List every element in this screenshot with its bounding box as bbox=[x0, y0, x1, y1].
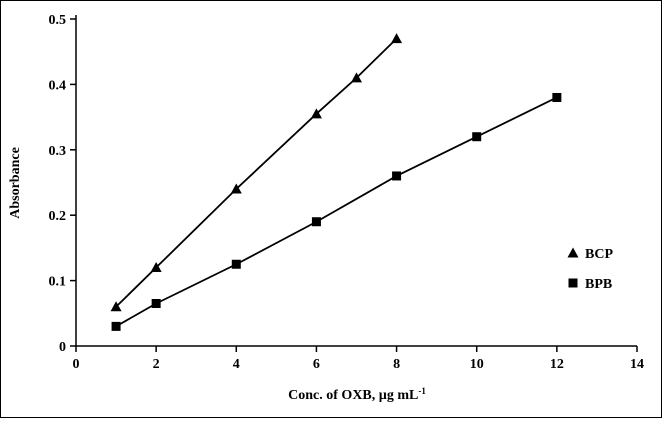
data-point-bpb bbox=[392, 171, 402, 181]
x-tick-label: 12 bbox=[550, 357, 564, 372]
data-point-bcp bbox=[110, 301, 122, 312]
data-point-bcp bbox=[150, 262, 162, 273]
x-tick-label: 6 bbox=[313, 357, 320, 372]
y-axis-title: Absorbance bbox=[8, 147, 23, 219]
legend-label-bpb: BPB bbox=[585, 277, 612, 292]
data-point-bpb bbox=[231, 259, 241, 269]
y-tick-label: 0.3 bbox=[49, 144, 67, 159]
data-point-bpb bbox=[311, 217, 321, 227]
data-point-bcp bbox=[351, 72, 362, 83]
x-tick-label: 0 bbox=[73, 357, 80, 372]
chart-dynamic-layer: 0 2 4 6 8 10 12 14 0 0.1 0.2 0.3 0.4 0.5 BCP BPB bbox=[49, 13, 645, 372]
x-tick-label: 4 bbox=[233, 357, 240, 372]
legend-label-bcp: BCP bbox=[585, 247, 613, 262]
x-tick-label: 2 bbox=[153, 357, 160, 372]
data-point-bpb bbox=[111, 321, 121, 331]
data-point-bcp bbox=[310, 108, 322, 119]
legend-marker-bpb bbox=[568, 278, 578, 288]
y-tick-label: 0.2 bbox=[49, 209, 67, 224]
data-point-bcp bbox=[230, 183, 242, 194]
legend-marker-bcp bbox=[567, 247, 579, 258]
data-point-bpb bbox=[472, 132, 482, 142]
data-point-bcp bbox=[391, 33, 403, 44]
series-line-bpb bbox=[115, 96, 558, 328]
y-tick-label: 0.4 bbox=[49, 78, 67, 93]
y-tick-label: 0.5 bbox=[49, 13, 67, 28]
x-tick-label: 10 bbox=[470, 357, 484, 372]
x-tick-label: 8 bbox=[393, 357, 400, 372]
series-line-bcp bbox=[115, 37, 398, 308]
y-tick-label: 0.1 bbox=[49, 275, 67, 290]
x-tick-label: 14 bbox=[630, 357, 644, 372]
data-point-bpb bbox=[552, 92, 562, 102]
y-tick-label: 0 bbox=[59, 340, 66, 355]
data-point-bpb bbox=[151, 298, 161, 308]
x-axis-title: Conc. of OXB, µg mL-1 bbox=[288, 386, 426, 403]
x-axis-title-superscript: -1 bbox=[418, 386, 426, 396]
x-axis-title-main: Conc. of OXB, µg mL bbox=[288, 388, 418, 403]
